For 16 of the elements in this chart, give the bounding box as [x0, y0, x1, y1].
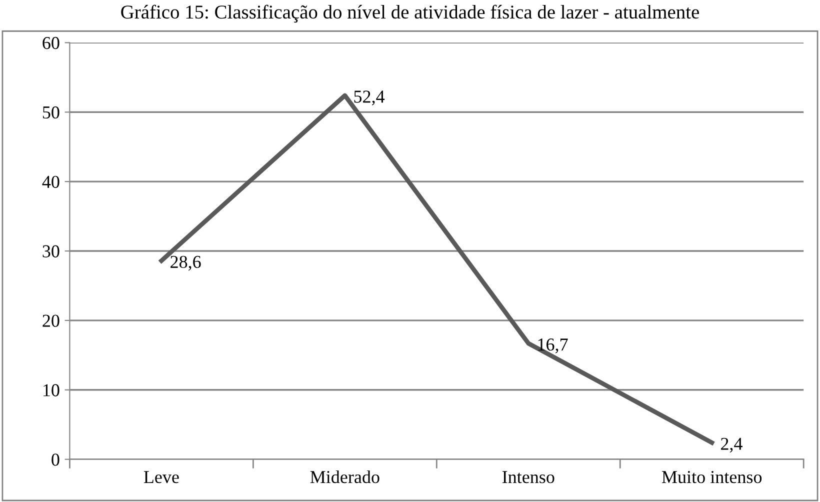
- y-tick-label: 60: [42, 36, 60, 50]
- y-tick-label: 10: [44, 384, 60, 396]
- chart-title: Gráfico 15: Classificação do nível de atividade física de lazer - atualmente: [121, 4, 699, 23]
- text: 2,4: [720, 438, 742, 453]
- text: 16,7: [538, 338, 568, 354]
- x-tick-label: Miderado: [310, 470, 380, 484]
- y-tick-label: 30: [42, 245, 60, 258]
- text: 28,6: [170, 256, 201, 271]
- x-tick-label: Intenso: [502, 471, 554, 484]
- y-tick-label: 20: [42, 314, 60, 327]
- x-tick-label: Muito intenso: [662, 471, 762, 484]
- x-tick-label: Leve: [144, 471, 179, 484]
- y-tick-label: 0: [52, 454, 60, 466]
- text: 52,4: [354, 90, 385, 106]
- y-tick-label: 50: [42, 106, 60, 119]
- y-tick-label: 40: [42, 176, 60, 188]
